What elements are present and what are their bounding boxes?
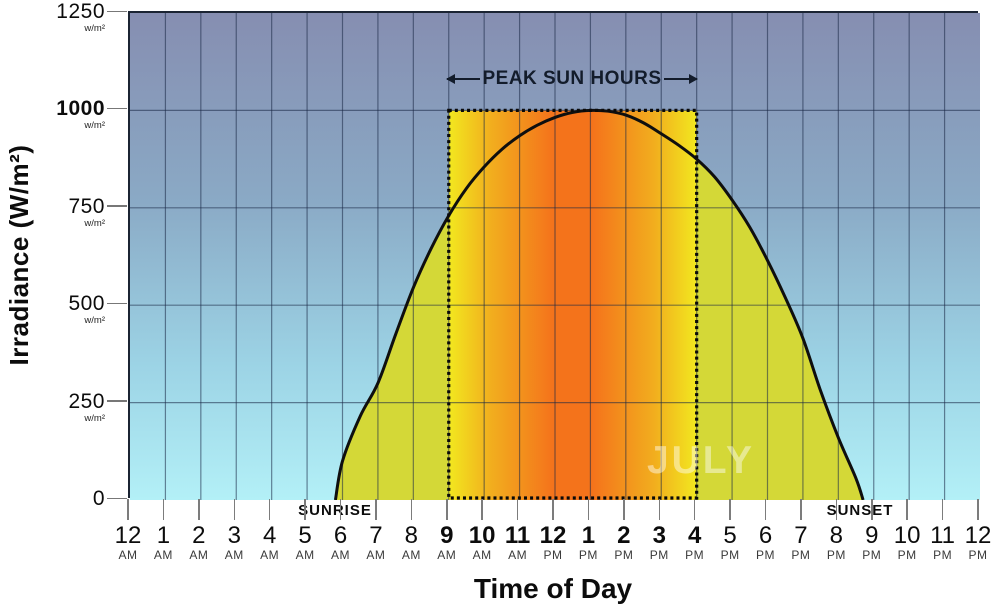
x-axis-tick-mark (906, 499, 908, 520)
x-axis-tick-mark (587, 499, 590, 520)
y-axis-tick-mark (107, 400, 127, 402)
y-axis-title: Irradiance (W/m²) (4, 144, 34, 366)
x-axis-tick-mark (764, 499, 767, 520)
y-axis-tick-label: 0 (92, 487, 105, 510)
peak-sun-hours-label: PEAK SUN HOURS (482, 68, 662, 89)
y-axis-tick-label: 250 w/m² (68, 389, 105, 424)
x-axis-tick-mark (481, 499, 483, 520)
y-axis-tick-label: 500 w/m² (68, 292, 105, 327)
x-axis-tick-mark (941, 499, 944, 520)
x-axis-tick-mark (304, 499, 306, 520)
irradiance-curve (333, 108, 865, 500)
x-axis-tick-label: 11 AM (504, 522, 531, 562)
x-axis-tick-label: 3 AM (224, 522, 244, 562)
x-axis-tick-label: 5 AM (295, 522, 315, 562)
x-axis-tick-mark (410, 499, 413, 520)
grid-lines (130, 13, 980, 500)
x-axis-tick-label: 1 PM (578, 522, 598, 562)
x-axis-tick-mark (693, 499, 696, 520)
x-axis-tick-label: 8 PM (826, 522, 846, 562)
x-axis-tick-label: 1 AM (153, 522, 173, 562)
x-axis-tick-mark (729, 499, 731, 520)
sunset-label: SUNSET (826, 502, 894, 519)
x-axis-tick-mark (516, 499, 519, 520)
arrow-left-icon (446, 73, 481, 84)
y-axis-tick-mark (107, 497, 127, 499)
chart-canvas (130, 13, 980, 500)
x-axis-tick-label: 12 AM (114, 522, 142, 562)
x-axis-tick-label: 11 PM (930, 522, 956, 562)
sunrise-label: SUNRISE (298, 502, 372, 519)
x-axis-tick-label: 6 AM (331, 522, 350, 562)
x-axis-tick-mark (268, 499, 271, 520)
y-axis-tick-mark (107, 302, 127, 305)
y-axis-tick-mark (107, 205, 127, 207)
x-axis-tick-label: 7 PM (791, 522, 811, 562)
x-axis-tick-label: 3 PM (649, 522, 669, 562)
peak-sun-hours-dotted-box (447, 108, 699, 500)
y-axis-tick-mark (107, 107, 127, 110)
arrowhead-right-icon (689, 73, 699, 84)
x-axis-tick-mark (835, 499, 838, 520)
x-axis-tick-label: 12 PM (964, 522, 991, 562)
x-axis-tick-label: 7 AM (366, 522, 386, 562)
arrow-right-icon (663, 73, 699, 84)
x-axis-tick-label: 12 PM (539, 522, 567, 562)
x-axis-tick-mark (375, 499, 377, 520)
x-axis-tick-label: 4 PM (685, 522, 705, 562)
x-axis-tick-label: 2 PM (614, 522, 634, 562)
x-axis-tick-mark (977, 499, 979, 520)
x-axis-tick-mark (800, 499, 802, 520)
x-axis-tick-mark (623, 499, 625, 520)
x-axis-tick-mark (552, 499, 554, 520)
month-label: JULY (646, 439, 756, 482)
y-axis-tick-label: 1000 w/m² (56, 97, 105, 132)
x-axis-tick-label: 9 PM (862, 522, 882, 562)
y-axis-tick-label: 750 w/m² (68, 194, 105, 229)
x-axis-tick-mark (198, 499, 200, 520)
x-axis-tick-label: 6 PM (756, 522, 775, 562)
x-axis-tick-mark (339, 499, 342, 520)
x-axis-tick-mark (162, 499, 165, 520)
peak-sun-hours-annotation: PEAK SUN HOURS (446, 68, 699, 89)
x-axis-tick-label: 5 PM (720, 522, 740, 562)
arrowhead-left-icon (446, 73, 455, 84)
x-axis-tick-mark (446, 499, 448, 520)
x-axis-tick-label: 10 AM (468, 522, 496, 562)
y-axis-tick-mark (107, 10, 127, 12)
x-axis-tick-mark (871, 499, 873, 520)
x-axis-tick-mark (233, 499, 235, 520)
x-axis-tick-mark (658, 499, 660, 520)
x-axis-tick-label: 9 AM (437, 522, 457, 562)
x-axis-tick-label: 10 PM (893, 522, 921, 562)
plot-area: JULY (128, 11, 980, 500)
x-axis-title: Time of Day (473, 573, 633, 604)
x-axis-tick-label: 8 AM (401, 522, 421, 562)
x-axis-tick-mark (127, 499, 129, 520)
x-axis-tick-label: 2 AM (189, 522, 209, 562)
x-axis-tick-label: 4 AM (260, 522, 280, 562)
y-axis-tick-label: 1250 w/m² (56, 0, 105, 34)
